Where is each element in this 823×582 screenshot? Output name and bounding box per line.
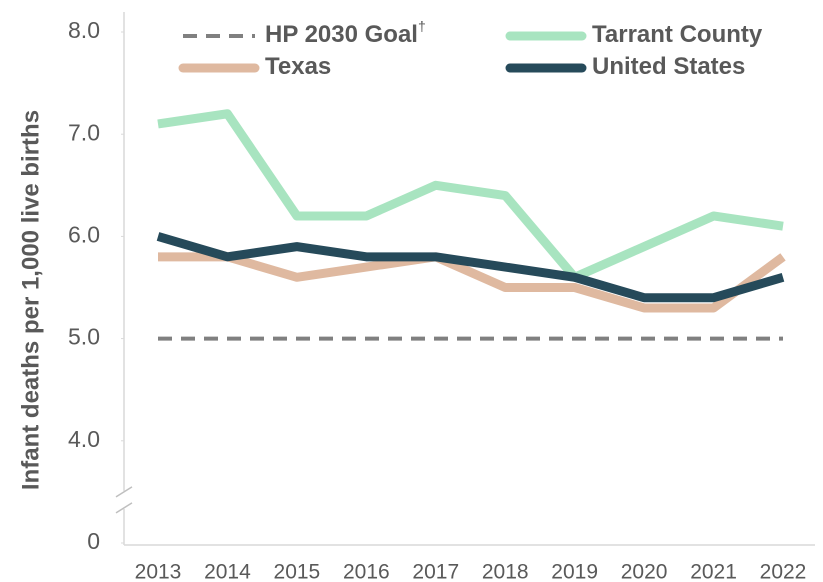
legend-label: United States [592,53,745,80]
y-axis-label: Infant deaths per 1,000 live births [17,110,44,490]
x-tick-label: 2020 [621,561,668,582]
legend-label: Tarrant County [592,21,763,48]
x-tick-label: 2022 [760,561,807,582]
legend-text: HP 2030 Goal [265,21,418,48]
legend-mark: † [418,18,426,34]
series-line [157,109,784,282]
axis-break-mark [115,486,133,498]
x-tick-label: 2013 [135,561,182,582]
legend-text: Texas [265,53,331,80]
y-tick-label: 7.0 [68,119,100,145]
legend-label: Texas [265,53,331,80]
legend-label: HP 2030 Goal† [265,18,426,49]
x-tick-label: 2014 [204,561,251,582]
series-line [158,252,786,313]
x-tick-label: 2018 [482,561,529,582]
axis-break-mark [115,502,133,514]
x-tick-label: 2021 [690,561,737,582]
x-tick-label: 2017 [412,561,459,582]
legend-text: United States [592,53,745,80]
axis-break-gap [116,490,132,509]
x-tick-label: 2019 [551,561,598,582]
y-tick-label: 5.0 [68,324,100,350]
axes [123,12,815,546]
y-tick-label: 6.0 [68,221,100,247]
y-tick-label: 0 [87,528,100,554]
legend-text: Tarrant County [592,21,763,48]
x-tick-label: 2016 [343,561,390,582]
x-tick-label: 2015 [274,561,321,582]
y-tick-label: 4.0 [68,426,100,452]
y-tick-label: 8.0 [68,17,100,43]
series-line [156,232,785,303]
